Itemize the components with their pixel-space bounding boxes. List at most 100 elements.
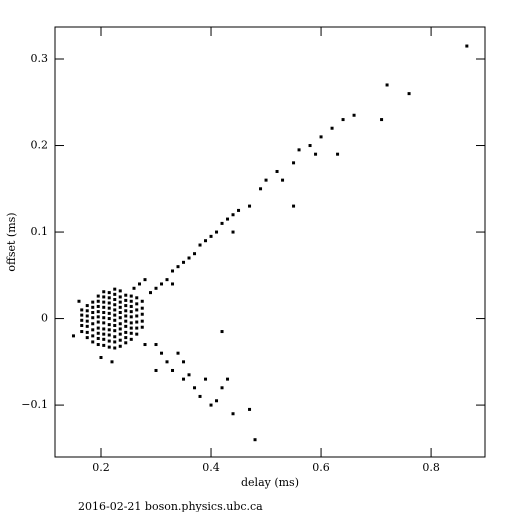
point [182, 260, 186, 264]
point [198, 394, 202, 398]
point [107, 291, 111, 295]
point [165, 360, 169, 364]
point [107, 333, 111, 337]
point [96, 326, 100, 330]
point [135, 308, 139, 312]
point [226, 377, 230, 381]
point [118, 322, 122, 326]
point [314, 152, 318, 156]
point [80, 330, 84, 334]
point [149, 291, 153, 295]
point [129, 326, 133, 330]
point [124, 319, 128, 323]
point [129, 321, 133, 325]
point [124, 324, 128, 328]
point [135, 296, 139, 300]
point [102, 337, 106, 341]
point [143, 343, 147, 347]
y-tick-label: −0.1 [21, 398, 48, 411]
point [96, 320, 100, 324]
point [118, 311, 122, 315]
point [85, 336, 89, 340]
point [380, 118, 384, 122]
point [124, 298, 128, 302]
point [154, 368, 158, 372]
point [160, 282, 164, 286]
x-axis-label: delay (ms) [241, 476, 299, 489]
point [113, 303, 117, 307]
point [253, 438, 257, 442]
point [124, 336, 128, 340]
point [140, 299, 144, 303]
point [113, 287, 117, 291]
point [113, 298, 117, 302]
point [102, 305, 106, 309]
point [113, 313, 117, 317]
point [107, 317, 111, 321]
point [71, 334, 75, 338]
point [124, 314, 128, 318]
point [96, 343, 100, 347]
point [171, 282, 175, 286]
point [319, 135, 323, 139]
point [118, 300, 122, 304]
point [129, 294, 133, 298]
point [91, 305, 95, 309]
point [77, 299, 81, 303]
point [80, 318, 84, 322]
point [231, 213, 235, 217]
point [385, 83, 389, 87]
y-axis-label: offset (ms) [5, 212, 18, 271]
point [132, 286, 136, 290]
point [198, 243, 202, 247]
point [118, 305, 122, 309]
point [160, 351, 164, 355]
point [182, 377, 186, 381]
point [118, 327, 122, 331]
point [102, 343, 106, 347]
point [129, 310, 133, 314]
point [118, 289, 122, 293]
point [91, 311, 95, 315]
point [107, 328, 111, 332]
point [96, 310, 100, 314]
point [107, 296, 111, 300]
point [336, 152, 340, 156]
point [80, 313, 84, 317]
x-tick-label: 0.8 [422, 461, 440, 474]
point [107, 345, 111, 349]
point [204, 239, 208, 243]
point [91, 322, 95, 326]
point [193, 386, 197, 390]
point [297, 148, 301, 152]
point [182, 360, 186, 364]
point [102, 300, 106, 304]
point [113, 318, 117, 322]
x-tick-label: 0.2 [92, 461, 110, 474]
point [154, 343, 158, 347]
point [165, 278, 169, 282]
point [308, 144, 312, 148]
point [220, 221, 224, 225]
point [187, 256, 191, 260]
point [118, 316, 122, 320]
point [91, 340, 95, 344]
point [113, 340, 117, 344]
x-tick-label: 0.6 [312, 461, 330, 474]
point [91, 316, 95, 320]
point [102, 327, 106, 331]
point [259, 187, 263, 191]
point [107, 311, 111, 315]
point [102, 295, 106, 299]
point [176, 265, 180, 269]
point [171, 368, 175, 372]
point [124, 309, 128, 313]
point [124, 304, 128, 308]
y-tick-label: 0.3 [31, 52, 49, 65]
point [138, 282, 142, 286]
y-tick-label: 0.2 [31, 139, 49, 152]
point [154, 286, 158, 290]
point [231, 412, 235, 416]
point [330, 126, 334, 130]
